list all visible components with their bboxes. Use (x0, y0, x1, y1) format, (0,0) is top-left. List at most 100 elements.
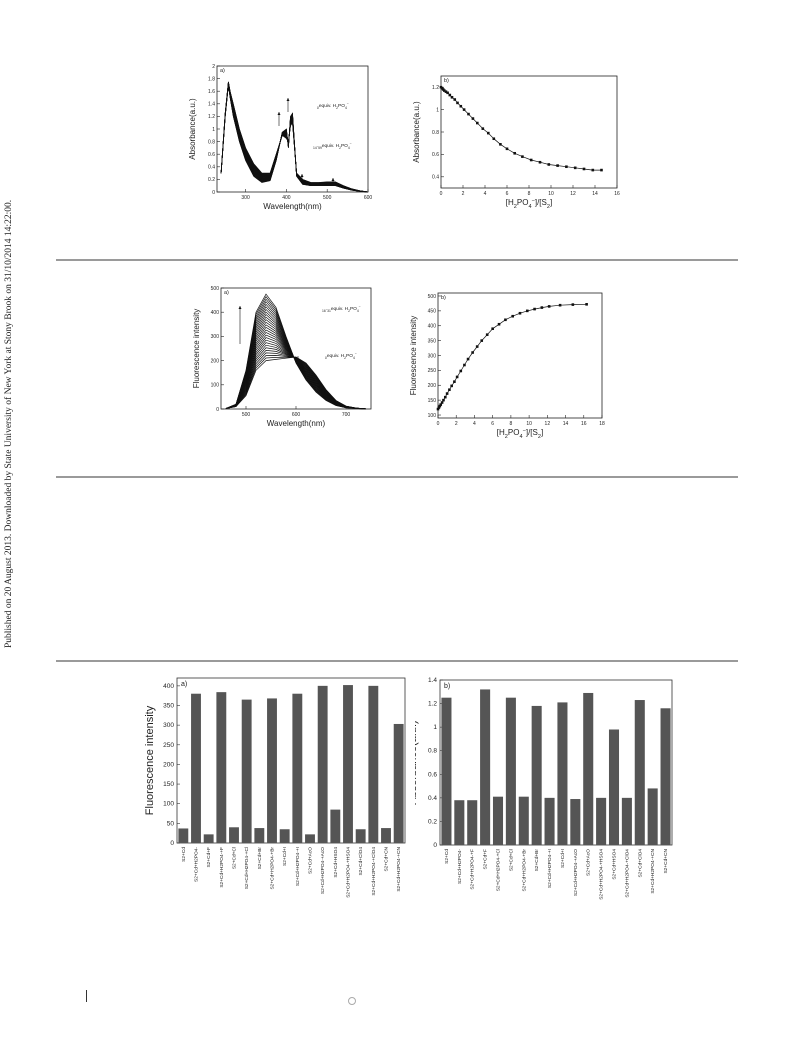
category-label: S2+Cd+H2PO4-+ClO4 (371, 847, 377, 896)
bar (368, 685, 379, 843)
panel-label: a) (224, 290, 229, 296)
label-part: 9 (320, 146, 322, 150)
y-tick-label: 1.2 (432, 85, 439, 91)
data-point (463, 363, 466, 367)
x-tick-label: 400 (282, 195, 291, 201)
page-dot (348, 997, 356, 1005)
bar (241, 699, 252, 843)
category-label: S2+Cd+H2PO4-+CN (396, 846, 402, 891)
spectrum-line (220, 83, 369, 193)
x-tick-label: 600 (292, 412, 301, 418)
data-point (540, 306, 544, 309)
label-part: ] (550, 198, 552, 207)
bar (647, 788, 658, 845)
equiv-annotation: 0equiv. H2PO4− (317, 102, 349, 110)
y-axis-label: Absorbance(a.u.) (412, 101, 421, 163)
x-tick-label: 14 (563, 421, 569, 427)
x-tick-label: 14 (592, 191, 598, 197)
y-tick-label: 0.2 (208, 177, 215, 183)
bar (660, 708, 671, 845)
y-tick-label: 200 (163, 761, 174, 768)
data-point (582, 167, 586, 171)
category-label: S2+Cd+H2PO4-+Br (270, 847, 276, 890)
data-point (462, 108, 466, 111)
label-part: 4 (315, 146, 317, 150)
x-tick-label: 600 (364, 195, 373, 201)
y-tick-label: 300 (428, 353, 437, 359)
label-part: 5 (318, 146, 320, 150)
data-point (455, 375, 459, 379)
label-part: 2 (348, 309, 350, 313)
absorbance-spectra-chart: 300 400 500 60000.20.40.60.811.21.41.61.82a… (188, 64, 373, 211)
label-part: ]/[S (526, 428, 538, 437)
bar (467, 800, 478, 845)
data-point (446, 91, 449, 95)
y-tick-label: 150 (428, 398, 437, 404)
data-point (573, 166, 577, 170)
panel-label: b) (444, 78, 449, 84)
label-part: 2 (336, 106, 338, 110)
spectrum-line (220, 82, 369, 193)
data-point (440, 401, 444, 404)
y-tick-label: 1.8 (208, 76, 215, 82)
category-label: S2+Cd+Cl (232, 847, 238, 869)
x-tick-label: 500 (323, 195, 332, 201)
spectrum-line (220, 83, 369, 193)
category-label: S2+Cd+I (560, 849, 566, 868)
data-point (511, 314, 515, 318)
y-tick-label: 300 (211, 334, 220, 340)
label-part: equiv. H (327, 353, 345, 359)
y-axis-label: Absorbance(a.u.) (415, 720, 419, 804)
data-point (571, 303, 575, 306)
spectrum-line (220, 82, 369, 193)
y-tick-label: 350 (428, 338, 437, 344)
bar (492, 796, 504, 845)
x-tick-label: 16 (614, 191, 620, 197)
category-label: S2+Cd+H2PO4-+AcO (573, 849, 579, 896)
bar (480, 689, 491, 845)
y-axis-label: Absorbance(a.u.) (188, 98, 197, 160)
bar (544, 797, 555, 845)
category-label: S2+Cd+ClO4 (637, 849, 643, 878)
data-point (436, 407, 440, 411)
data-point (439, 403, 443, 406)
spectrum-line (220, 83, 369, 193)
label-part: PO (517, 198, 529, 207)
data-point (442, 398, 445, 402)
x-tick-label: 4 (473, 421, 476, 427)
section-divider (56, 259, 738, 261)
y-tick-label: 250 (163, 742, 174, 749)
data-point (443, 89, 446, 92)
label-part: Wavelength(nm) (267, 419, 326, 428)
data-point (471, 117, 475, 120)
x-tick-label: 12 (545, 421, 551, 427)
plot-frame (439, 679, 673, 846)
label-part: − (350, 142, 352, 146)
equiv-annotation: 16.31equiv. H2PO4− (322, 305, 361, 313)
data-point (453, 98, 457, 101)
y-tick-label: 0.6 (208, 152, 215, 158)
category-label: S2+Cd+H2PO4-+F (470, 849, 476, 890)
download-notice: Published on 20 August 2013. Downloaded … (4, 199, 14, 648)
data-point (556, 164, 559, 167)
category-label: S2+Cd+H2PO4-+HSO4 (346, 847, 352, 898)
data-point (547, 163, 551, 166)
label-part: − (523, 428, 526, 434)
data-point (450, 95, 454, 99)
x-tick-label: 8 (528, 191, 531, 197)
x-tick-label: 10 (526, 421, 532, 427)
x-tick-label: 4 (484, 191, 487, 197)
plot-frame (440, 75, 618, 189)
spectrum-line (220, 83, 369, 193)
label-part: PO (346, 353, 353, 359)
category-label: S2+Cd+F (483, 849, 489, 870)
y-tick-label: 50 (167, 820, 175, 827)
y-tick-label: 1 (212, 127, 215, 133)
bar (305, 834, 315, 843)
y-axis-label: Fluorescence intensity (192, 309, 201, 389)
category-label: S2+Cd+CN (384, 846, 390, 871)
spectrum-line (220, 82, 369, 193)
label-part: equiv. H (331, 306, 349, 312)
category-label: S2+Cd (181, 847, 187, 862)
data-point (558, 303, 562, 307)
